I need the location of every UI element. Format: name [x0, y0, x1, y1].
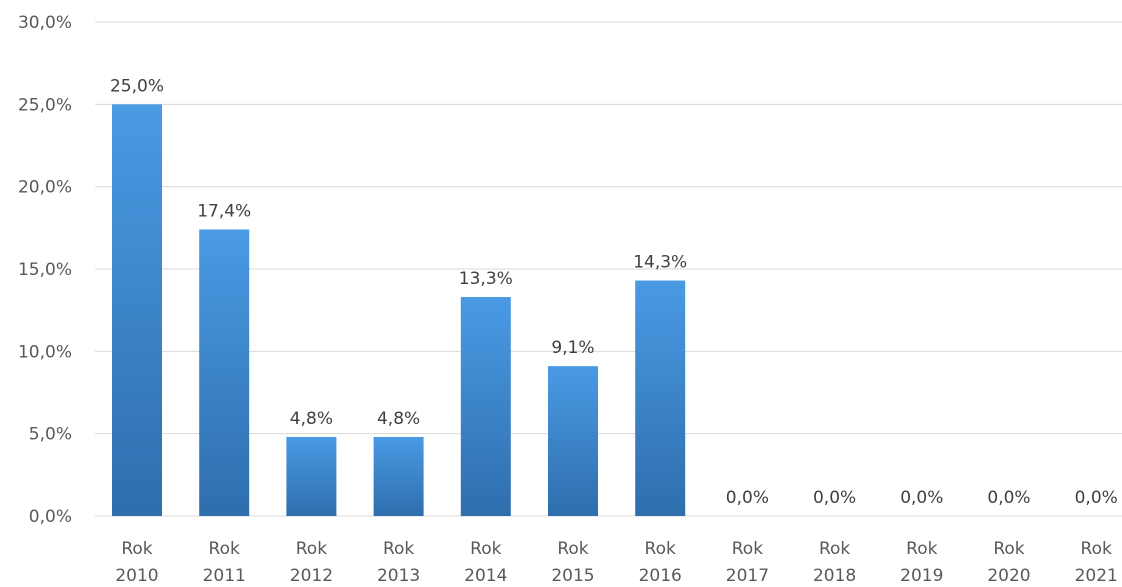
x-category-label-line2: 2014 — [464, 566, 507, 586]
x-category-label-line1: Rok — [296, 539, 327, 559]
x-category-label-line2: 2010 — [115, 566, 158, 586]
bar — [548, 366, 598, 516]
bar — [199, 229, 250, 517]
y-tick-label: 25,0% — [18, 95, 72, 115]
y-tick-label: 30,0% — [18, 13, 72, 33]
data-label: 9,1% — [551, 338, 594, 358]
data-label: 0,0% — [1075, 488, 1118, 508]
gridlines — [95, 21, 1122, 517]
x-category-label-line1: Rok — [645, 539, 676, 559]
bar — [286, 436, 337, 516]
data-label: 0,0% — [987, 488, 1030, 508]
data-labels: 25,0% 17,4% 4,8% 4,8% 13,3% 9,1% 14,3% 0,0% 0,0%… — [110, 76, 1118, 508]
data-label: 13,3% — [459, 269, 513, 289]
x-category-label-line1: Rok — [557, 539, 588, 559]
x-category-label-line1: Rok — [470, 539, 501, 559]
bars — [112, 104, 686, 517]
bar — [635, 280, 686, 516]
x-category-label-line2: 2016 — [639, 566, 682, 586]
x-category-label-line2: 2019 — [900, 566, 943, 586]
bar — [373, 436, 424, 516]
x-category-label-line1: Rok — [819, 539, 850, 559]
y-axis-tick-labels: 0,0% 5,0% 10,0% 15,0% 20,0% 25,0% 30,0% — [18, 13, 72, 527]
x-axis-category-labels: Rok 2010 Rok 2011 Rok 2012 Rok 2013 Rok 2014 Rok 20… — [115, 539, 1117, 586]
x-category-label-line1: Rok — [993, 539, 1024, 559]
x-category-label-line1: Rok — [1081, 539, 1112, 559]
data-label: 0,0% — [900, 488, 943, 508]
x-category-label-line1: Rok — [121, 539, 152, 559]
data-label: 0,0% — [726, 488, 769, 508]
data-label: 0,0% — [813, 488, 856, 508]
x-category-label-line2: 2013 — [377, 566, 420, 586]
x-category-label-line1: Rok — [209, 539, 240, 559]
y-tick-label: 20,0% — [18, 178, 72, 198]
data-label: 25,0% — [110, 76, 164, 96]
y-tick-label: 0,0% — [29, 507, 72, 527]
data-label: 4,8% — [377, 409, 420, 429]
x-category-label-line2: 2012 — [290, 566, 333, 586]
x-category-label-line2: 2011 — [203, 566, 246, 586]
x-category-label-line2: 2018 — [813, 566, 856, 586]
data-label: 4,8% — [290, 409, 333, 429]
x-category-label-line1: Rok — [906, 539, 937, 559]
x-category-label-line1: Rok — [383, 539, 414, 559]
bar — [112, 104, 162, 516]
data-label: 14,3% — [633, 253, 687, 273]
y-tick-label: 15,0% — [18, 260, 72, 280]
x-category-label-line2: 2020 — [987, 566, 1030, 586]
bar — [460, 296, 511, 516]
y-tick-label: 10,0% — [18, 342, 72, 362]
x-category-label-line2: 2017 — [726, 566, 769, 586]
x-category-label-line2: 2015 — [551, 566, 594, 586]
x-category-label-line1: Rok — [732, 539, 763, 559]
y-tick-label: 5,0% — [29, 425, 72, 445]
data-label: 17,4% — [197, 201, 251, 221]
x-category-label-line2: 2021 — [1075, 566, 1118, 586]
